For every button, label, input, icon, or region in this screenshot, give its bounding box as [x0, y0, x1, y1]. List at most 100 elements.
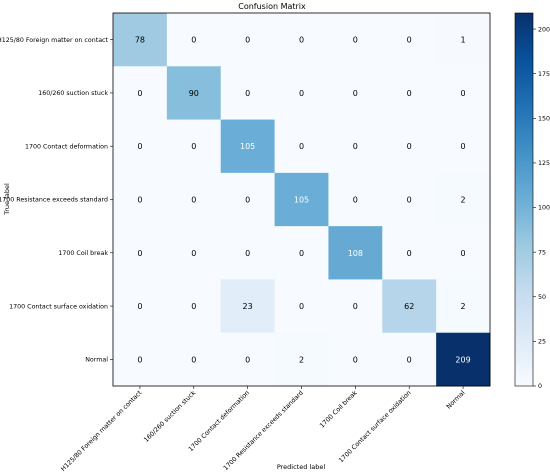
cell-value: 1: [461, 36, 466, 45]
heatmap-cell: [274, 66, 329, 120]
cell-value: 0: [299, 142, 304, 151]
heatmap-cell: [328, 119, 383, 174]
heatmap-cell: [113, 279, 168, 334]
cell-value: 23: [243, 302, 253, 311]
heatmap-cell: [166, 279, 222, 334]
heatmap-cell: [220, 13, 275, 67]
heatmap-cell: [274, 13, 329, 67]
heatmap-cell: [436, 172, 491, 227]
cell-value: 0: [407, 196, 412, 205]
cell-value: 0: [461, 249, 466, 258]
heatmap-cell: [166, 13, 222, 67]
heatmap-cell: [436, 119, 491, 174]
cell-value: 108: [348, 249, 363, 258]
heatmap-cell: [166, 172, 222, 227]
colorbar: [514, 12, 534, 387]
cell-value: 0: [353, 302, 358, 311]
colorbar-tick-label: 100: [538, 205, 550, 212]
heatmap-cell: [328, 279, 383, 334]
cell-value: 0: [407, 142, 412, 151]
x-tick-label: Normal: [445, 389, 466, 410]
cell-value: 0: [299, 249, 304, 258]
colorbar-tick-label: 200: [538, 26, 550, 33]
heatmap-cell: [436, 226, 491, 280]
cell-value: 0: [137, 355, 142, 364]
heatmap-cell: [274, 332, 329, 387]
heatmap-cell: [113, 332, 168, 387]
cell-value: 0: [245, 89, 250, 98]
cell-value: 0: [299, 302, 304, 311]
cell-annotations: 78 0 0 0 0 0 1 0 90 0 0 0 0 0 0 0 105 0 0 0 0 0 0 0 105 0 0 2 0 0 0 0 10…: [135, 36, 471, 365]
colorbar-tick-label: 175: [538, 71, 550, 78]
cell-value: 0: [353, 89, 358, 98]
cell-value: 0: [353, 196, 358, 205]
heatmap-cell: [328, 226, 383, 280]
heatmap-cell: [382, 119, 437, 174]
chart-title: Confusion Matrix: [238, 2, 306, 11]
cell-value: 209: [455, 355, 470, 364]
cell-value: 62: [404, 302, 414, 311]
cell-value: 0: [191, 302, 196, 311]
colorbar-tick-label: 0: [538, 383, 542, 390]
cell-value: 0: [245, 36, 250, 45]
cell-value: 2: [461, 196, 466, 205]
heatmap-cell: [274, 172, 329, 227]
heatmap-cell: [382, 172, 437, 227]
heatmap-cell: [436, 279, 491, 334]
heatmap-cell: [113, 119, 168, 174]
cell-value: 0: [461, 142, 466, 151]
heatmap-cell: [166, 66, 222, 120]
cell-value: 0: [299, 36, 304, 45]
cell-value: 0: [407, 36, 412, 45]
cell-value: 0: [461, 89, 466, 98]
cell-value: 0: [353, 36, 358, 45]
x-tick-label: H125/80 Foreign matter on contact: [60, 389, 144, 473]
cell-value: 0: [137, 89, 142, 98]
heatmap-cell: [220, 226, 275, 280]
heatmap-cell: [382, 279, 437, 334]
x-axis-label: Predicted label: [277, 463, 325, 471]
colorbar-ticks: 0 25 50 75 100 125 150 175 200: [533, 26, 550, 390]
heatmap-cell: [220, 172, 275, 227]
colorbar-tick-label: 75: [538, 249, 546, 256]
cell-value: 0: [191, 196, 196, 205]
cell-value: 0: [353, 355, 358, 364]
cell-value: 0: [353, 142, 358, 151]
y-axis-label: True label: [3, 183, 11, 216]
colorbar-tick-label: 150: [538, 115, 550, 122]
x-axis-ticks: H125/80 Foreign matter on contact 160/260…: [60, 386, 467, 473]
heatmap-cell: [220, 66, 275, 120]
heatmap-cell: [166, 119, 222, 174]
cell-value: 2: [299, 355, 304, 364]
heatmap-cell: [113, 13, 168, 67]
heatmap-cell: [274, 226, 329, 280]
cell-value: 0: [137, 196, 142, 205]
y-tick-label: 160/260 suction stuck: [38, 90, 108, 97]
cell-value: 0: [137, 249, 142, 258]
heatmap-cell: [274, 279, 329, 334]
cell-value: 105: [294, 196, 309, 205]
x-tick-label: 1700 Contact deformation: [187, 389, 251, 453]
heatmap-cell: [166, 332, 222, 387]
cell-value: 0: [407, 89, 412, 98]
cell-value: 0: [407, 249, 412, 258]
heatmap-cell: [220, 332, 275, 387]
cell-value: 0: [191, 355, 196, 364]
heatmap-cell: [220, 279, 275, 334]
heatmap-cell: [274, 119, 329, 174]
x-tick-label: 160/260 suction stuck: [143, 389, 198, 444]
y-tick-label: Normal: [85, 357, 108, 364]
heatmap-cell: [220, 119, 275, 174]
heatmap-cell: [436, 332, 491, 387]
cell-value: 90: [189, 89, 199, 98]
heatmap-cell: [436, 13, 491, 67]
y-tick-label: 1700 Resistance exceeds standard: [0, 197, 108, 204]
heatmap-cell: [113, 226, 168, 280]
heatmap-cell: [166, 226, 222, 280]
cell-value: 78: [135, 36, 145, 45]
heatmap-cell: [328, 332, 383, 387]
cell-value: 0: [245, 249, 250, 258]
y-axis-ticks: H125/80 Foreign matter on contact 160/260…: [0, 37, 113, 364]
heatmap-cell: [436, 66, 491, 120]
y-tick-label: 1700 Contact deformation: [25, 143, 108, 150]
